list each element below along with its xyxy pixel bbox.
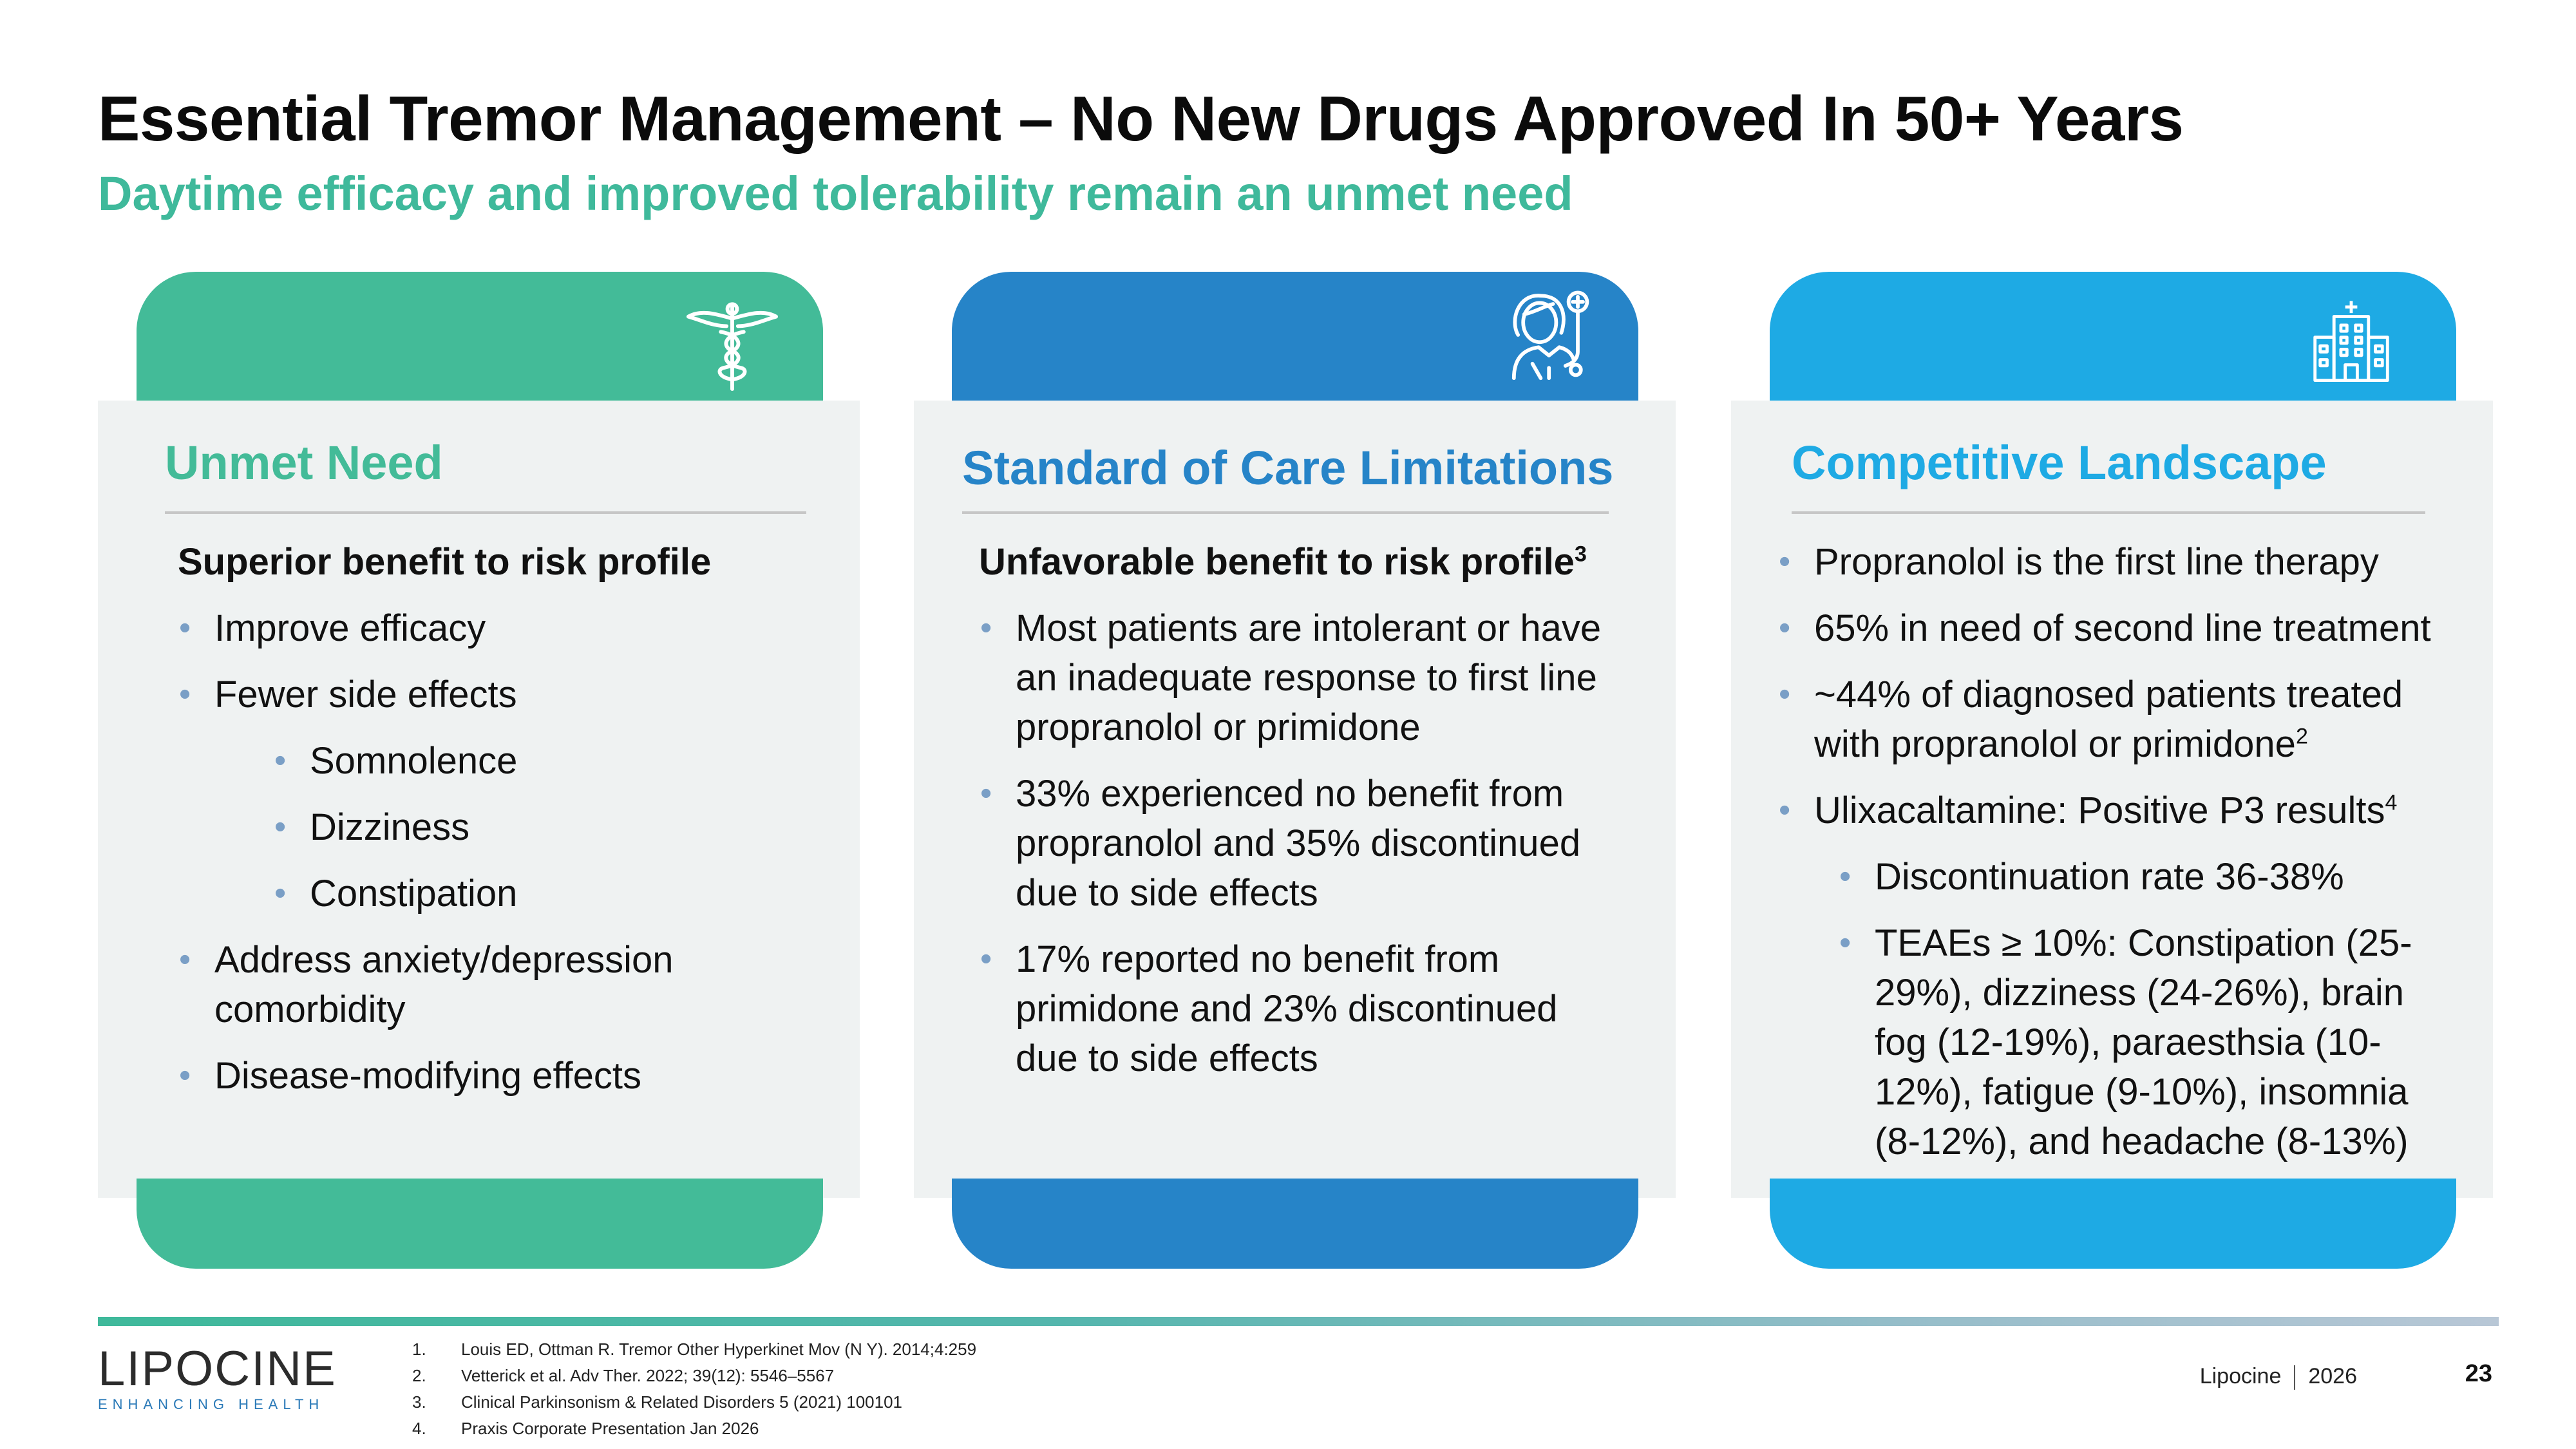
reference-text: Vetterick et al. Adv Ther. 2022; 39(12):…	[461, 1366, 835, 1385]
footer-year: 2026	[2308, 1364, 2357, 1388]
card-heading: Competitive Landscape	[1792, 436, 2327, 489]
card-content: Superior benefit to risk profile Improve…	[178, 537, 796, 1117]
list-item: Dizziness	[273, 802, 796, 852]
slide-subtitle: Daytime efficacy and improved tolerabili…	[98, 167, 1573, 220]
list-item: Discontinuation rate 36-38%	[1838, 852, 2460, 902]
list-item: TEAEs ≥ 10%: Constipation (25-29%), dizz…	[1838, 918, 2441, 1166]
card-standard-of-care-top	[952, 272, 1638, 401]
card-heading: Unmet Need	[165, 436, 443, 489]
hospital-icon	[2308, 298, 2394, 384]
list-item: 17% reported no benefit from primidone a…	[979, 934, 1610, 1083]
reference-number: 1.	[412, 1340, 426, 1359]
card-unmet-need-bottom	[137, 1179, 823, 1269]
divider	[962, 511, 1609, 514]
footer-divider	[98, 1317, 2499, 1326]
reference-text: Praxis Corporate Presentation Jan 2026	[461, 1419, 759, 1438]
card-heading: Standard of Care Limitations	[962, 441, 1614, 495]
footer-separator	[2294, 1365, 2296, 1390]
footer-company-year: Lipocine 2026	[2200, 1364, 2357, 1390]
list-item: ~44% of diagnosed patients treated with …	[1777, 670, 2434, 769]
reference-text: Louis ED, Ottman R. Tremor Other Hyperki…	[461, 1340, 977, 1359]
page-number: 23	[2465, 1360, 2492, 1387]
caduceus-icon	[685, 298, 780, 393]
lead-label: Unfavorable benefit to risk profile	[979, 541, 1575, 583]
card-content: Propranolol is the first line therapy 65…	[1777, 537, 2460, 1183]
list-item: Address anxiety/depression comorbidity	[178, 935, 706, 1034]
card-standard-of-care-bottom	[952, 1179, 1638, 1269]
divider	[1792, 511, 2425, 514]
list-item: Disease-modifying effects	[178, 1051, 796, 1101]
reference-text: Clinical Parkinsonism & Related Disorder…	[461, 1392, 903, 1412]
list-item: Constipation	[273, 869, 796, 918]
lead-text: Superior benefit to risk profile	[178, 541, 712, 583]
reference-number: 3.	[412, 1392, 426, 1412]
card-unmet-need-top	[137, 272, 823, 401]
list-item: Propranolol is the first line therapy	[1777, 537, 2460, 587]
list-item: 65% in need of second line treatment	[1777, 603, 2460, 653]
list-item-text: Ulixacaltamine: Positive P3 results	[1814, 790, 2385, 831]
list-item: 33% experienced no benefit from proprano…	[979, 769, 1610, 918]
list-item: Improve efficacy	[178, 603, 796, 653]
slide-title: Essential Tremor Management – No New Dru…	[98, 83, 2184, 154]
lead-text: Unfavorable benefit to risk profile3	[979, 537, 1623, 587]
footer-company: Lipocine	[2199, 1364, 2282, 1388]
reference-item: 1. Louis ED, Ottman R. Tremor Other Hyper…	[412, 1336, 976, 1363]
divider	[165, 511, 806, 514]
company-logo: LIPOCINE ENHANCING HEALTH	[98, 1341, 337, 1416]
reference-item: 2. Vetterick et al. Adv Ther. 2022; 39(12…	[412, 1363, 976, 1389]
card-content: Unfavorable benefit to risk profile3 Mos…	[979, 537, 1623, 1100]
reference-number: 2.	[412, 1366, 426, 1385]
reference-item: 4. Praxis Corporate Presentation Jan 2026	[412, 1416, 976, 1442]
list-item: Somnolence	[273, 736, 796, 786]
footnote-ref: 4	[2385, 790, 2398, 815]
patient-icon	[1495, 283, 1598, 386]
list-item: Most patients are intolerant or have an …	[979, 603, 1610, 752]
footnote-ref: 3	[1574, 542, 1587, 567]
reference-item: 3. Clinical Parkinsonism & Related Disord…	[412, 1389, 976, 1416]
references-list: 1. Louis ED, Ottman R. Tremor Other Hyper…	[412, 1336, 976, 1442]
reference-number: 4.	[412, 1419, 426, 1438]
list-item-text: ~44% of diagnosed patients treated with …	[1814, 674, 2403, 765]
list-item: Ulixacaltamine: Positive P3 results4	[1777, 786, 2460, 835]
logo-wordmark: LIPOCINE	[98, 1341, 337, 1396]
list-item: Fewer side effects	[178, 670, 796, 719]
logo-tagline: ENHANCING HEALTH	[98, 1396, 325, 1412]
footnote-ref: 2	[2295, 724, 2308, 749]
card-competitive-bottom	[1770, 1179, 2456, 1269]
